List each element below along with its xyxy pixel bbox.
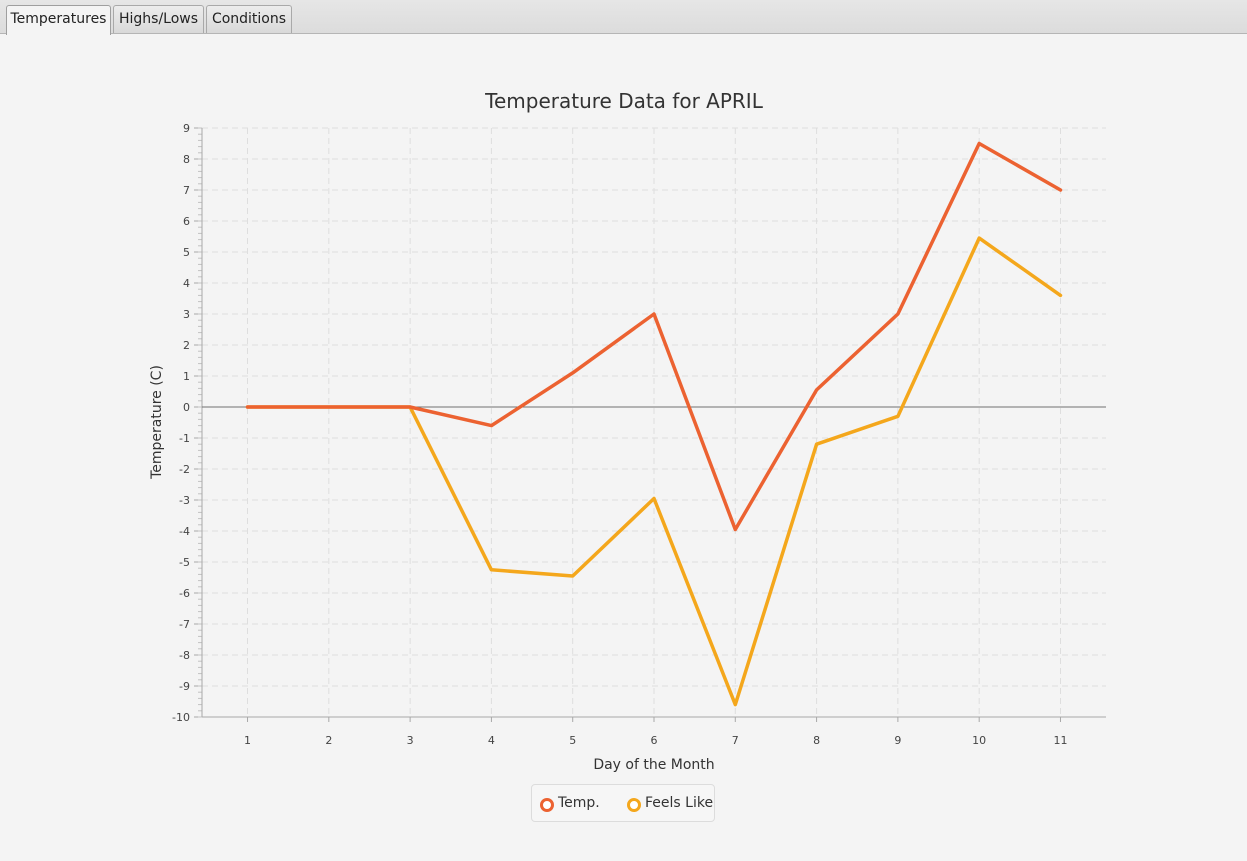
tab-temperatures[interactable]: Temperatures (6, 5, 111, 35)
series-line-temp (245, 141, 1063, 532)
y-tick-label: 6 (183, 215, 190, 228)
x-tick-label: 5 (569, 734, 576, 747)
y-tick-label: 2 (183, 339, 190, 352)
y-tick-label: 7 (183, 184, 190, 197)
y-tick-label: 0 (183, 401, 190, 414)
tab-bar: Temperatures Highs/Lows Conditions (0, 0, 1247, 35)
y-tick-label: 9 (183, 122, 190, 135)
y-tick-label: 4 (183, 277, 190, 290)
y-tick-label: -8 (179, 649, 190, 662)
x-tick-label: 9 (894, 734, 901, 747)
y-tick-label: -3 (179, 494, 190, 507)
x-tick-label: 2 (325, 734, 332, 747)
y-tick-label: -7 (179, 618, 190, 631)
y-axis-label: Temperature (C) (149, 365, 165, 480)
chart-legend: Temp. Feels Like (531, 784, 715, 822)
legend-label-temp: Temp. (558, 795, 600, 811)
y-tick-label: 3 (183, 308, 190, 321)
x-axis-label: Day of the Month (593, 757, 714, 773)
tab-conditions[interactable]: Conditions (206, 5, 292, 33)
legend-marker-temp (540, 798, 554, 812)
y-tick-label: -10 (172, 711, 190, 724)
y-tick-label: 5 (183, 246, 190, 259)
line-chart: Temperature Data for APRIL Temperature (… (149, 89, 1106, 773)
y-tick-label: -9 (179, 680, 190, 693)
y-tick-label: -2 (179, 463, 190, 476)
legend-label-feels-like: Feels Like (645, 795, 714, 811)
x-tick-label: 6 (651, 734, 658, 747)
x-tick-label: 7 (732, 734, 739, 747)
y-tick-label: -6 (179, 587, 190, 600)
y-tick-label: -5 (179, 556, 190, 569)
y-tick-label: -1 (179, 432, 190, 445)
x-tick-label: 4 (488, 734, 495, 747)
x-tick-label: 8 (813, 734, 820, 747)
x-tick-label: 10 (972, 734, 986, 747)
chart-title: Temperature Data for APRIL (484, 89, 764, 113)
x-tick-label: 11 (1053, 734, 1067, 747)
x-tick-label: 1 (244, 734, 251, 747)
x-tick-label: 3 (407, 734, 414, 747)
y-tick-label: 8 (183, 153, 190, 166)
y-tick-label: 1 (183, 370, 190, 383)
tab-highs-lows[interactable]: Highs/Lows (113, 5, 204, 33)
legend-marker-feels-like (627, 798, 641, 812)
y-tick-label: -4 (179, 525, 190, 538)
